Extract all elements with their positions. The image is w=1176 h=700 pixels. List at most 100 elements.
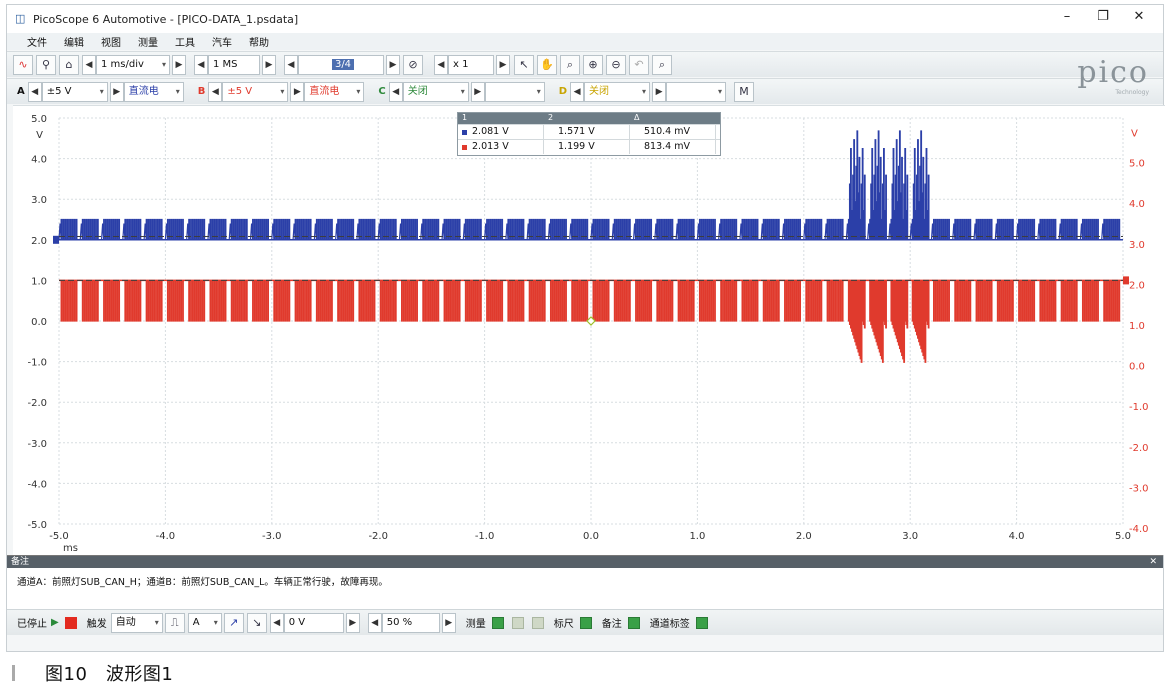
trigger-icon[interactable]: ⎍ xyxy=(164,612,185,633)
channel-c-range[interactable]: 关闭 ▾ xyxy=(402,81,469,102)
trigger-level-next-button[interactable]: ▶ xyxy=(345,612,360,633)
channel-b-coupling[interactable]: 直流电 ▾ xyxy=(304,81,365,102)
samples-select[interactable]: 1 MS xyxy=(208,54,260,75)
trigger-marker-icon xyxy=(586,316,596,326)
channel-a-range[interactable]: ±5 V ▾ xyxy=(41,81,108,102)
ruler-toggle-icon[interactable] xyxy=(579,616,592,629)
trigger-level-input[interactable]: 0 V xyxy=(283,612,344,633)
samples-next-button[interactable]: ▶ xyxy=(262,54,276,75)
trigger-mode-select[interactable]: 自动 ▾ xyxy=(110,612,163,633)
channel-a-coupling[interactable]: 直流电 ▾ xyxy=(123,81,184,102)
add-measurement-icon[interactable] xyxy=(491,616,504,629)
scope-mode-icon[interactable]: ∿ xyxy=(13,54,33,75)
ruler-header-2: 2 xyxy=(548,113,554,122)
notes-title: 备注 xyxy=(11,557,30,567)
maximize-button[interactable]: ❐ xyxy=(1097,9,1109,24)
zoom-fit-icon[interactable]: ⌕ xyxy=(652,54,672,75)
app-icon: ◫ xyxy=(15,12,26,25)
menu-file[interactable]: 文件 xyxy=(27,38,47,49)
trigger-level-prev-button[interactable]: ◀ xyxy=(269,612,284,633)
y-unit-right: V xyxy=(1131,128,1138,139)
zoom-select[interactable]: x 1 xyxy=(448,54,494,75)
picoscope-window: ◫ PicoScope 6 Automotive - [PICO-DATA_1.… xyxy=(6,4,1165,652)
rising-edge-icon[interactable]: ↗ xyxy=(223,612,244,633)
pretrigger-prev-button[interactable]: ◀ xyxy=(367,612,382,633)
math-channel-icon[interactable]: M xyxy=(734,81,755,102)
channel-d-next-button[interactable]: ▶ xyxy=(652,81,667,102)
menu-help[interactable]: 帮助 xyxy=(249,38,269,49)
menu-tools[interactable]: 工具 xyxy=(175,38,195,49)
channel-d-prev-button[interactable]: ◀ xyxy=(570,81,585,102)
buffer-navigator[interactable]: 3/4 xyxy=(298,54,384,75)
channel-c-prev-button[interactable]: ◀ xyxy=(388,81,403,102)
ruler-row-channel-b: 2.013 V 1.199 V 813.4 mV xyxy=(458,139,720,154)
timebase-next-button[interactable]: ▶ xyxy=(172,54,186,75)
ruler-b-delta: 813.4 mV xyxy=(630,140,716,154)
chevron-down-icon: ▾ xyxy=(356,86,361,96)
title-bar: ◫ PicoScope 6 Automotive - [PICO-DATA_1.… xyxy=(7,5,1163,33)
close-button[interactable]: ✕ xyxy=(1133,9,1145,24)
buffer-next-button[interactable]: ▶ xyxy=(386,54,400,75)
channel-c-coupling[interactable]: ▾ xyxy=(484,81,545,102)
timebase-prev-button[interactable]: ◀ xyxy=(82,54,96,75)
channel-b-prev-button[interactable]: ◀ xyxy=(208,81,223,102)
trigger-channel-select[interactable]: A ▾ xyxy=(187,612,222,633)
buffer-prev-button[interactable]: ◀ xyxy=(284,54,298,75)
channel-labels-toggle-icon[interactable] xyxy=(695,616,708,629)
zoom-next-button[interactable]: ▶ xyxy=(496,54,510,75)
buffer-overview-icon[interactable]: ⊘ xyxy=(403,54,423,75)
zoom-prev-button[interactable]: ◀ xyxy=(434,54,448,75)
zoom-in-icon[interactable]: ⊕ xyxy=(583,54,603,75)
menu-edit[interactable]: 编辑 xyxy=(64,38,84,49)
ruler-a-v1-value: 2.081 V xyxy=(472,126,509,137)
notes-toggle-icon[interactable] xyxy=(627,616,640,629)
channel-b-next-button[interactable]: ▶ xyxy=(290,81,305,102)
undo-zoom-icon[interactable]: ↶ xyxy=(629,54,649,75)
x-tick-label: 0.0 xyxy=(583,531,599,542)
hand-icon[interactable]: ✋ xyxy=(537,54,557,75)
notes-panel[interactable]: 备注 ✕ 通道A：前照灯SUB_CAN_H；通道B：前照灯SUB_CAN_L。车辆… xyxy=(7,555,1163,611)
timebase-select[interactable]: 1 ms/div ▾ xyxy=(96,54,170,75)
start-icon[interactable]: ▶ xyxy=(51,617,59,628)
run-status-label: 已停止 xyxy=(17,619,47,630)
chevron-down-icon: ▾ xyxy=(642,86,647,96)
zoom-out-icon[interactable]: ⊖ xyxy=(606,54,626,75)
waveform-chart[interactable]: 5.0 4.0 3.0 2.0 1.0 0.0 -1.0 -2.0 -3.0 -4.0 -5.0 V 5… xyxy=(13,106,1165,556)
channel-a-swatch xyxy=(462,130,467,135)
channel-d-range-value: 关闭 xyxy=(589,85,610,97)
notes-text[interactable]: 通道A：前照灯SUB_CAN_H；通道B：前照灯SUB_CAN_L。车辆正常行驶… xyxy=(17,577,388,588)
probe-icon[interactable]: ⚲ xyxy=(36,54,56,75)
x-tick-label: -1.0 xyxy=(475,531,495,542)
x-tick-label: -3.0 xyxy=(262,531,282,542)
x-tick-label: 1.0 xyxy=(689,531,705,542)
capture-toolbar: ∿ ⚲ ⌂ ◀ 1 ms/div ▾ ▶ ◀ 1 MS ▶ ◀ 3/4 ▶ ⊘ ◀… xyxy=(7,51,1163,77)
menu-view[interactable]: 视图 xyxy=(101,38,121,49)
notes-close-icon[interactable]: ✕ xyxy=(1149,557,1157,567)
edit-measurement-icon[interactable] xyxy=(511,616,524,629)
scope-plot-area[interactable]: 5.0 4.0 3.0 2.0 1.0 0.0 -1.0 -2.0 -3.0 -4.0 -5.0 V 5… xyxy=(13,105,1165,555)
falling-edge-icon[interactable]: ↘ xyxy=(246,612,267,633)
channel-d-range[interactable]: 关闭 ▾ xyxy=(584,81,651,102)
pretrigger-next-button[interactable]: ▶ xyxy=(441,612,456,633)
menu-measure[interactable]: 测量 xyxy=(138,38,158,49)
y-tick-label-right: 1.0 xyxy=(1129,321,1145,332)
samples-prev-button[interactable]: ◀ xyxy=(194,54,208,75)
y-tick-label-right: -3.0 xyxy=(1129,483,1149,494)
channel-a-next-button[interactable]: ▶ xyxy=(109,81,124,102)
window-controls: – ❐ ✕ xyxy=(1049,9,1157,24)
remove-measurement-icon[interactable] xyxy=(531,616,544,629)
ruler-legend[interactable]: 1 2 Δ 2.081 V 1.571 V 510.4 mV 2.013 V 1… xyxy=(457,112,721,156)
y-tick-label-right: -2.0 xyxy=(1129,443,1149,454)
minimize-button[interactable]: – xyxy=(1063,9,1071,24)
menu-automotive[interactable]: 汽车 xyxy=(212,38,232,49)
stop-button[interactable] xyxy=(64,616,77,629)
channel-b-range[interactable]: ±5 V ▾ xyxy=(222,81,289,102)
zoom-area-icon[interactable]: ⌕ xyxy=(560,54,580,75)
channel-c-range-value: 关闭 xyxy=(407,85,428,97)
channel-c-next-button[interactable]: ▶ xyxy=(470,81,485,102)
pointer-icon[interactable]: ↖ xyxy=(514,54,534,75)
home-icon[interactable]: ⌂ xyxy=(59,54,79,75)
channel-d-coupling[interactable]: ▾ xyxy=(666,81,727,102)
pretrigger-input[interactable]: 50 % xyxy=(381,612,440,633)
channel-a-prev-button[interactable]: ◀ xyxy=(27,81,42,102)
